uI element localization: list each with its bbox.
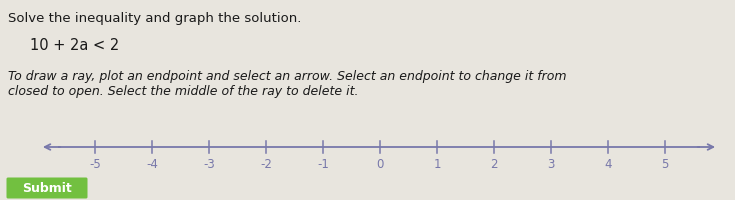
Text: -1: -1 [317, 157, 329, 170]
Text: 3: 3 [548, 157, 555, 170]
Text: -4: -4 [146, 157, 158, 170]
Text: Solve the inequality and graph the solution.: Solve the inequality and graph the solut… [8, 12, 301, 25]
Text: -3: -3 [203, 157, 215, 170]
Text: 5: 5 [662, 157, 669, 170]
FancyBboxPatch shape [7, 178, 87, 199]
Text: 0: 0 [376, 157, 384, 170]
Text: closed to open. Select the middle of the ray to delete it.: closed to open. Select the middle of the… [8, 85, 359, 98]
Text: -2: -2 [260, 157, 272, 170]
Text: To draw a ray, plot an endpoint and select an arrow. Select an endpoint to chang: To draw a ray, plot an endpoint and sele… [8, 70, 567, 83]
Text: 4: 4 [604, 157, 612, 170]
Text: -5: -5 [89, 157, 101, 170]
Text: 1: 1 [433, 157, 441, 170]
Text: 10 + 2a < 2: 10 + 2a < 2 [30, 38, 119, 53]
Text: 2: 2 [490, 157, 498, 170]
Text: Submit: Submit [22, 182, 72, 195]
